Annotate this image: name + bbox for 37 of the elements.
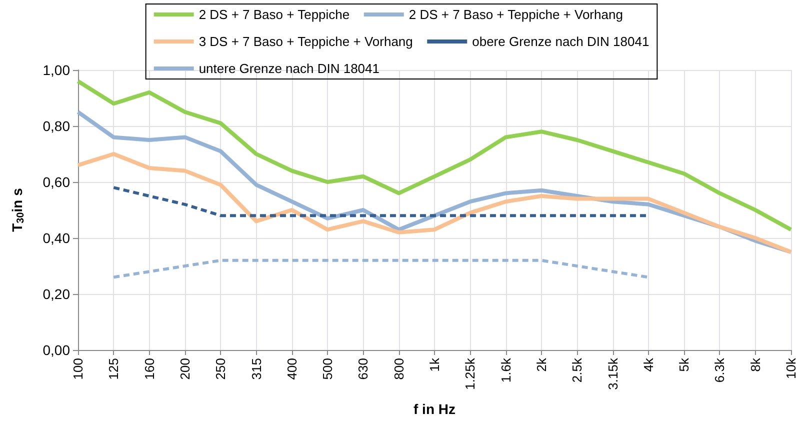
x-tick-label: 250 (213, 358, 228, 380)
legend-label: 2 DS + 7 Baso + Teppiche (198, 7, 350, 22)
legend-label: obere Grenze nach DIN 18041 (472, 34, 650, 49)
y-axis-title: T30in s (9, 188, 26, 232)
y-tick-label: 0,60 (42, 174, 70, 190)
x-tick-label: 315 (248, 358, 264, 380)
line-series (112, 258, 650, 279)
y-tick-label: 1,00 (42, 62, 70, 78)
line-series (76, 152, 793, 254)
legend-label: untere Grenze nach DIN 18041 (198, 61, 380, 76)
x-tick-label: 160 (142, 358, 157, 380)
line-series (76, 79, 793, 232)
y-tick-label: 0,00 (42, 342, 70, 358)
x-tick-label: 125 (106, 358, 122, 380)
x-tick-label: 1.25k (462, 358, 478, 390)
x-tick-label: 100 (70, 358, 86, 380)
x-tick-label: 630 (356, 358, 371, 380)
x-tick-label: 8k (748, 358, 763, 372)
y-tick-label: 0,80 (42, 118, 70, 134)
x-tick-label: 500 (320, 358, 336, 380)
x-tick-label: 2k (534, 358, 549, 372)
x-tick-label: 800 (391, 358, 406, 380)
x-tick-label: 200 (177, 358, 192, 380)
x-tick-label: 1.6k (498, 358, 514, 383)
x-tick-label: 10k (784, 358, 798, 379)
x-tick-label: 5k (676, 358, 692, 372)
x-tick-label: 1k (427, 358, 442, 372)
legend-label: 2 DS + 7 Baso + Teppiche + Vorhang (408, 7, 623, 22)
x-tick-label: 400 (284, 358, 300, 380)
x-tick-label: 4k (640, 358, 656, 372)
y-tick-label: 0,20 (42, 286, 70, 302)
x-tick-label: 2.5k (570, 358, 585, 383)
x-tick-label: 6.3k (712, 358, 728, 383)
y-tick-label: 0,40 (42, 230, 70, 246)
legend-label: 3 DS + 7 Baso + Teppiche + Vorhang (198, 34, 413, 49)
x-axis-title: f in Hz (414, 401, 456, 417)
x-tick-label: 3.15k (605, 358, 620, 390)
